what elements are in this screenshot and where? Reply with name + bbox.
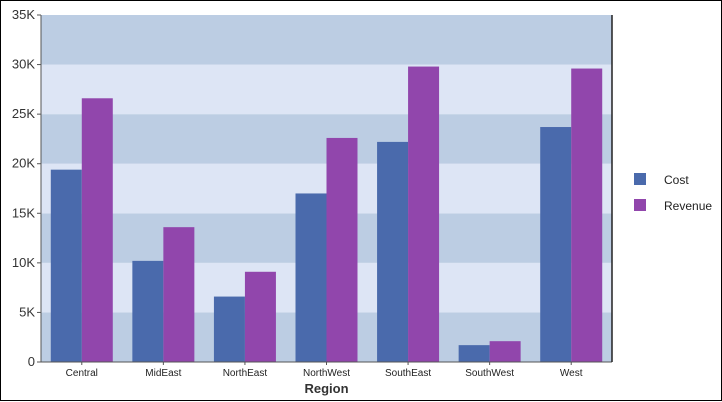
legend-label-revenue: Revenue — [664, 199, 712, 213]
y-tick-label: 5K — [19, 304, 35, 319]
x-tick-label: Central — [66, 368, 98, 379]
x-tick-label: MidEast — [145, 368, 181, 379]
x-tick-label: SouthEast — [385, 368, 431, 379]
bar-cost-west — [540, 127, 572, 362]
legend-label-cost: Cost — [664, 173, 689, 187]
x-tick-label: West — [560, 368, 583, 379]
y-tick-label: 10K — [12, 255, 35, 270]
y-axis-ticks: 0 5K 10K 15K 20K 25K 30K 35K — [12, 7, 41, 369]
bar-cost-northeast — [213, 296, 245, 362]
bar-revenue-southwest — [489, 341, 521, 362]
bar-revenue-west — [571, 68, 603, 362]
bar-revenue-northeast — [244, 271, 276, 362]
x-tick-label: SouthWest — [465, 368, 514, 379]
y-tick-label: 15K — [12, 205, 35, 220]
y-tick-label: 20K — [12, 156, 35, 171]
legend-swatch-revenue — [634, 199, 646, 211]
bar-cost-mideast — [132, 260, 164, 362]
legend: Cost Revenue — [634, 173, 712, 213]
legend-swatch-cost — [634, 173, 646, 185]
bar-cost-northwest — [295, 193, 327, 362]
x-tick-label: NorthEast — [223, 368, 268, 379]
y-tick-label: 25K — [12, 106, 35, 121]
bar-cost-central — [50, 169, 82, 362]
bar-cost-southeast — [377, 141, 409, 362]
x-axis-title: Region — [304, 381, 348, 396]
bar-revenue-mideast — [163, 227, 195, 362]
bar-revenue-northwest — [326, 137, 358, 362]
y-tick-label: 30K — [12, 57, 35, 72]
bars-group — [50, 66, 603, 362]
grid-band — [41, 64, 612, 115]
bar-revenue-central — [81, 98, 113, 362]
x-tick-label: NorthWest — [303, 368, 350, 379]
x-axis-ticks: Central MidEast NorthEast NorthWest SouthEas… — [66, 362, 583, 379]
grid-band — [41, 15, 612, 65]
y-tick-label: 0 — [28, 354, 35, 369]
bar-revenue-southeast — [408, 66, 440, 362]
y-tick-label: 35K — [12, 7, 35, 22]
bar-cost-southwest — [458, 345, 490, 362]
